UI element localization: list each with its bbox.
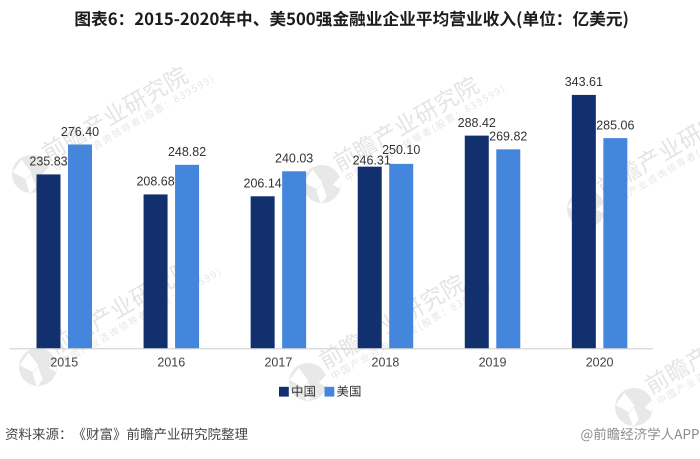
svg-text:206.14: 206.14 <box>244 177 282 191</box>
svg-text:240.03: 240.03 <box>275 152 313 166</box>
svg-text:269.82: 269.82 <box>489 130 527 144</box>
svg-text:2020: 2020 <box>586 356 614 370</box>
svg-text:276.40: 276.40 <box>61 125 99 139</box>
svg-text:285.06: 285.06 <box>596 118 634 132</box>
svg-text:250.10: 250.10 <box>382 143 420 157</box>
svg-text:343.61: 343.61 <box>565 75 603 89</box>
svg-text:2019: 2019 <box>479 356 507 370</box>
svg-text:208.68: 208.68 <box>136 175 174 189</box>
svg-text:2015: 2015 <box>50 356 78 370</box>
svg-text:2017: 2017 <box>264 356 292 370</box>
svg-text:246.31: 246.31 <box>353 153 391 167</box>
svg-text:2018: 2018 <box>372 356 400 370</box>
svg-text:2016: 2016 <box>157 356 185 370</box>
svg-text:248.82: 248.82 <box>168 145 206 159</box>
svg-text:235.83: 235.83 <box>29 155 67 169</box>
svg-text:288.42: 288.42 <box>458 116 496 130</box>
